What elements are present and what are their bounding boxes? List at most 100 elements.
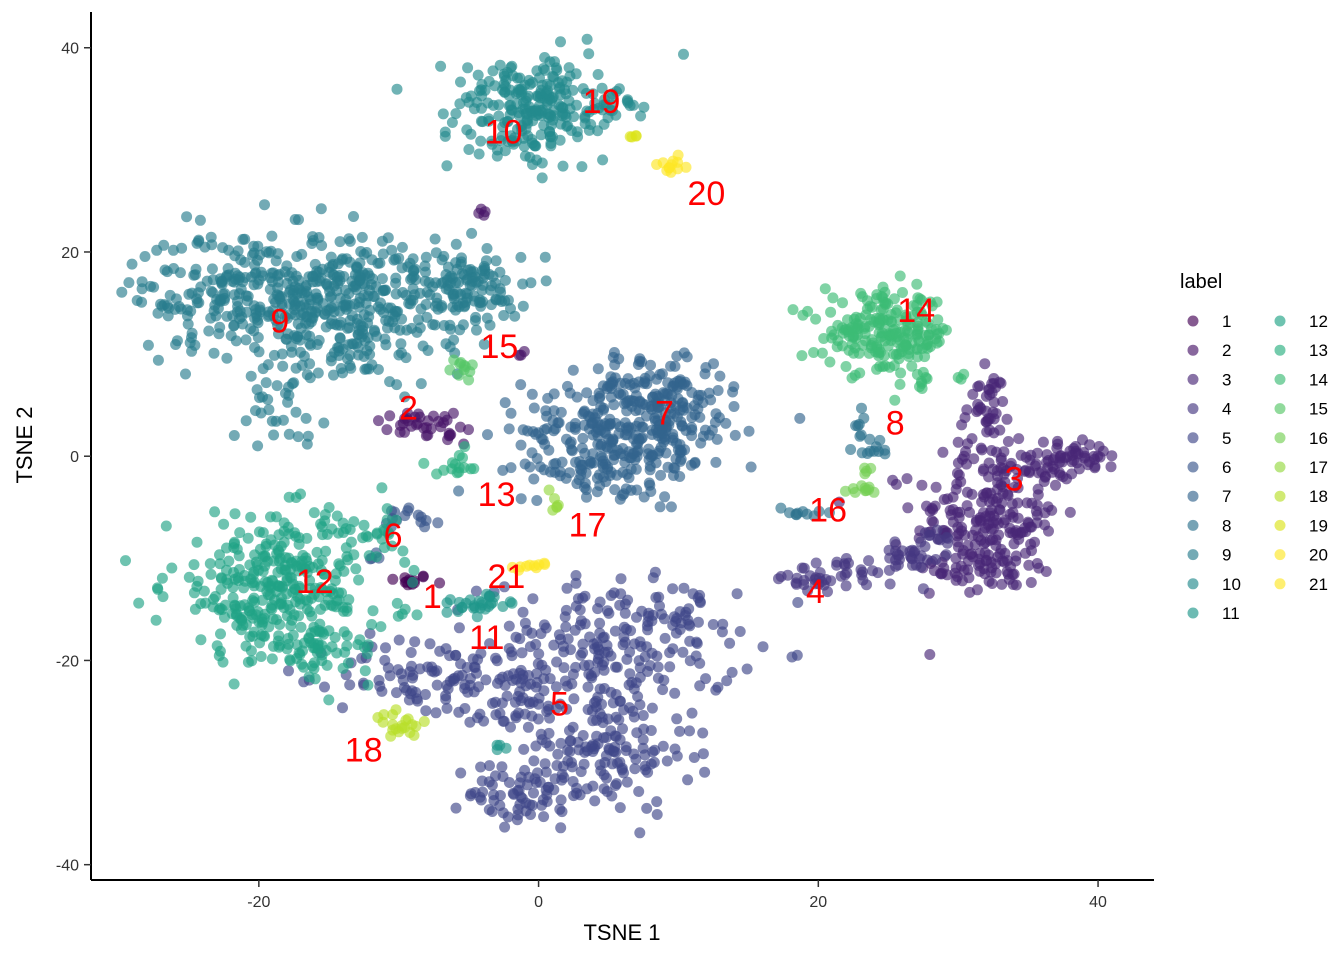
point-cluster-7 <box>593 392 605 404</box>
point-cluster-11 <box>504 596 516 608</box>
point-cluster-10 <box>635 110 647 122</box>
point-cluster-2 <box>373 415 384 427</box>
series-20 <box>651 149 692 178</box>
point-cluster-4 <box>843 557 854 569</box>
point-cluster-10 <box>536 157 548 169</box>
point-cluster-2 <box>463 424 474 436</box>
legend-item-7: 7 <box>1187 487 1231 506</box>
point-cluster-3 <box>1023 559 1035 571</box>
point-cluster-12 <box>329 631 341 643</box>
point-cluster-10 <box>516 86 528 98</box>
point-cluster-17 <box>543 484 555 496</box>
point-cluster-9 <box>270 415 282 427</box>
point-cluster-4 <box>867 565 878 577</box>
point-cluster-3 <box>938 494 950 505</box>
cluster-label-17: 17 <box>569 507 607 545</box>
point-cluster-3 <box>901 473 913 485</box>
legend-key-6 <box>1187 461 1199 473</box>
x-tick-label: 40 <box>1089 894 1107 911</box>
point-cluster-1 <box>387 573 399 585</box>
point-cluster-7 <box>555 406 567 418</box>
point-cluster-9 <box>252 440 264 452</box>
point-cluster-7 <box>634 355 645 367</box>
point-cluster-12 <box>307 642 319 654</box>
point-cluster-9 <box>268 293 280 305</box>
point-cluster-12 <box>308 507 320 519</box>
point-cluster-10 <box>435 60 447 72</box>
point-cluster-7 <box>659 491 671 503</box>
point-cluster-7 <box>669 360 681 372</box>
point-cluster-5 <box>619 607 631 619</box>
point-cluster-5 <box>639 749 651 761</box>
point-cluster-12 <box>191 536 203 548</box>
point-cluster-7 <box>545 466 556 478</box>
point-cluster-7 <box>708 358 719 370</box>
point-cluster-7 <box>654 369 666 380</box>
point-cluster-10 <box>598 118 610 130</box>
point-cluster-5 <box>431 665 443 677</box>
point-cluster-9 <box>230 335 242 347</box>
point-cluster-9 <box>379 285 391 296</box>
legend-title: label <box>1180 271 1222 293</box>
point-cluster-9 <box>466 227 478 239</box>
point-cluster-12 <box>366 619 378 630</box>
point-cluster-7 <box>649 388 661 400</box>
point-cluster-7 <box>614 493 626 505</box>
series-11 <box>441 588 518 756</box>
point-cluster-5 <box>528 755 540 767</box>
point-cluster-5 <box>621 653 633 665</box>
series-17 <box>543 484 564 516</box>
point-cluster-9 <box>358 248 370 260</box>
point-cluster-13 <box>459 441 471 453</box>
point-cluster-9 <box>348 211 359 222</box>
point-cluster-9 <box>304 338 316 350</box>
point-cluster-12 <box>295 488 306 500</box>
point-cluster-5 <box>699 766 711 778</box>
point-cluster-5 <box>581 783 593 795</box>
point-cluster-12 <box>326 641 338 653</box>
point-cluster-5 <box>692 616 704 628</box>
point-cluster-12 <box>166 562 178 574</box>
legend-item-6: 6 <box>1187 458 1231 477</box>
point-cluster-5 <box>653 591 665 603</box>
point-cluster-2 <box>399 426 410 438</box>
point-cluster-9 <box>193 235 205 247</box>
point-cluster-12 <box>296 658 308 670</box>
point-cluster-4 <box>861 579 872 591</box>
point-cluster-5 <box>757 641 769 653</box>
point-cluster-12 <box>323 694 335 706</box>
point-cluster-3 <box>957 453 968 465</box>
point-cluster-5 <box>631 727 643 739</box>
point-cluster-5 <box>560 621 572 633</box>
point-cluster-5 <box>544 740 556 752</box>
point-cluster-3 <box>980 487 992 499</box>
point-cluster-9 <box>241 306 253 318</box>
point-cluster-7 <box>654 501 666 513</box>
point-cluster-9 <box>396 313 408 325</box>
point-cluster-12 <box>215 628 226 640</box>
point-cluster-12 <box>195 634 207 646</box>
point-cluster-5 <box>651 809 663 820</box>
point-cluster-9 <box>195 281 207 293</box>
legend-key-20 <box>1274 549 1286 561</box>
point-cluster-5 <box>575 766 587 778</box>
cluster-label-21: 21 <box>487 558 525 596</box>
point-cluster-9 <box>281 260 293 272</box>
point-cluster-9 <box>517 278 529 290</box>
point-cluster-9 <box>249 259 261 271</box>
point-cluster-9 <box>353 270 364 282</box>
point-cluster-12 <box>309 673 321 685</box>
point-cluster-9 <box>253 346 265 358</box>
point-cluster-10 <box>539 52 551 63</box>
point-cluster-9 <box>318 417 330 429</box>
point-cluster-3 <box>926 515 938 527</box>
series-9 <box>116 199 552 452</box>
point-cluster-5 <box>671 750 683 762</box>
point-cluster-7 <box>634 396 646 408</box>
point-cluster-5 <box>503 620 515 632</box>
point-cluster-9 <box>216 276 228 288</box>
point-cluster-3 <box>1002 436 1014 447</box>
series-10 <box>391 33 689 184</box>
point-cluster-9 <box>176 242 188 254</box>
